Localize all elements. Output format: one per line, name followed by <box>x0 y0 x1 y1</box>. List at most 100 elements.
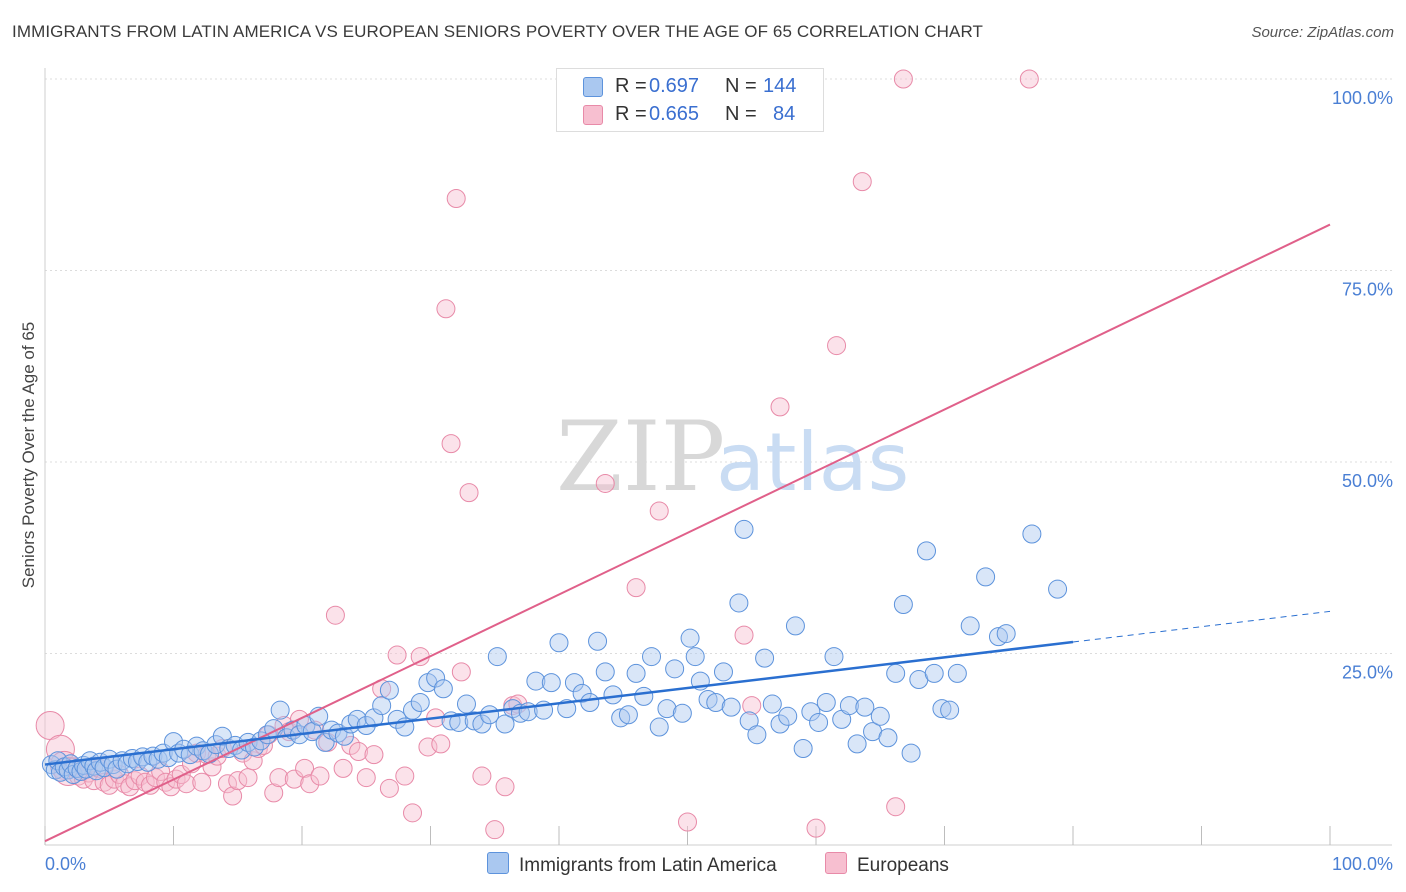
legend-item-europeans[interactable]: Europeans <box>825 852 949 877</box>
latin-america-point <box>212 726 232 746</box>
latin-america-point <box>747 725 767 745</box>
latin-america-point <box>410 693 430 713</box>
europeans-point <box>886 797 906 817</box>
europeans-point <box>364 745 384 765</box>
latin-america-point <box>564 673 584 693</box>
europeans-point <box>223 786 243 806</box>
latin-america-point <box>626 663 646 683</box>
latin-america-point <box>541 673 561 693</box>
latin-america-point <box>762 694 782 714</box>
europeans-point <box>852 172 872 192</box>
y-tick-label: 100.0% <box>1332 88 1393 108</box>
europeans-point <box>295 758 315 778</box>
europeans-point <box>192 772 212 792</box>
latin-america-trend-line <box>44 640 1074 766</box>
n-label: N = <box>725 103 757 125</box>
europeans-point <box>446 188 466 208</box>
source-text: Source: ZipAtlas.com <box>1251 24 1394 41</box>
europeans-point <box>649 501 669 521</box>
stats-legend: R = 0.697 N = 144 R = 0.665 N = 84 <box>556 68 824 132</box>
latin-america-point <box>672 703 692 723</box>
latin-america-point <box>426 668 446 688</box>
europeans-point <box>356 768 376 788</box>
latin-america-points <box>41 519 1068 785</box>
europeans-point <box>120 777 140 797</box>
europeans-point <box>626 578 646 598</box>
y-tick-label: 50.0% <box>1342 471 1393 491</box>
europeans-point <box>734 625 754 645</box>
latin-america-point <box>1048 579 1068 599</box>
latin-america-point <box>947 663 967 683</box>
chart-title: IMMIGRANTS FROM LATIN AMERICA VS EUROPEA… <box>12 22 984 41</box>
europeans-trend-line <box>44 223 1331 843</box>
europeans-point <box>436 299 456 319</box>
latin-america-point <box>1022 524 1042 544</box>
latin-america-point <box>270 700 290 720</box>
latin-america-point <box>793 738 813 758</box>
y-axis-label: Seniors Poverty Over the Age of 65 <box>19 322 38 588</box>
trend-lines <box>44 223 1331 843</box>
latin-america-point <box>778 706 798 726</box>
latin-america-point <box>549 633 569 653</box>
latin-america-point <box>372 696 392 716</box>
latin-america-point <box>976 567 996 587</box>
europeans-point <box>485 820 505 840</box>
latin-america-point <box>487 647 507 667</box>
latin-america-point <box>960 616 980 636</box>
latin-america-point <box>680 628 700 648</box>
europeans-point <box>770 397 790 417</box>
latin-america-point <box>713 662 733 682</box>
latin-america-point <box>917 541 937 561</box>
europeans-point <box>349 742 369 762</box>
europeans-point <box>827 336 847 356</box>
europeans-point <box>333 758 353 778</box>
latin-america-point <box>634 686 654 706</box>
europeans-point <box>269 768 289 788</box>
latin-america-point <box>665 659 685 679</box>
latin-america-point <box>924 663 944 683</box>
blue-swatch <box>583 77 603 97</box>
n-label: N = <box>725 75 757 97</box>
europeans-point <box>395 766 415 786</box>
legend-label: Europeans <box>857 855 949 876</box>
europeans-point <box>264 783 284 803</box>
latin-america-point <box>685 647 705 667</box>
europeans-point <box>451 662 471 682</box>
latin-america-point <box>649 717 669 737</box>
europeans-point <box>115 774 135 794</box>
latin-america-point <box>801 702 821 722</box>
legend-item-latin-america[interactable]: Immigrants from Latin America <box>487 852 777 877</box>
europeans-point <box>893 69 913 89</box>
latin-america-point <box>855 697 875 717</box>
europeans-point <box>472 766 492 786</box>
europeans-point <box>441 434 461 454</box>
europeans-point <box>459 483 479 503</box>
latin-america-point <box>642 647 662 667</box>
europeans-point <box>146 768 166 788</box>
y-tick-label: 75.0% <box>1342 280 1393 300</box>
n-value: 144 <box>763 75 797 97</box>
latin-america-point <box>870 706 890 726</box>
latin-america-point <box>816 693 836 713</box>
x-tick-label-min: 0.0% <box>45 854 86 874</box>
europeans-point <box>806 818 826 838</box>
latin-america-point <box>734 519 754 539</box>
europeans-point <box>284 769 304 789</box>
latin-america-point <box>164 732 183 752</box>
r-label: R = <box>615 103 647 125</box>
europeans-point <box>742 696 762 716</box>
latin-america-point <box>996 624 1016 644</box>
europeans-point <box>325 605 345 625</box>
latin-america-point <box>595 662 615 682</box>
europeans-point <box>228 771 248 791</box>
latin-america-trend-extension <box>1072 610 1331 643</box>
europeans-point <box>300 774 320 794</box>
europeans-point <box>238 768 258 788</box>
latin-america-point <box>618 705 638 725</box>
latin-america-point <box>893 594 913 614</box>
latin-america-point <box>839 696 859 716</box>
pink-swatch <box>583 105 603 125</box>
latin-america-point <box>433 679 453 699</box>
y-tick-label: 25.0% <box>1342 663 1393 683</box>
axes <box>44 68 1392 846</box>
